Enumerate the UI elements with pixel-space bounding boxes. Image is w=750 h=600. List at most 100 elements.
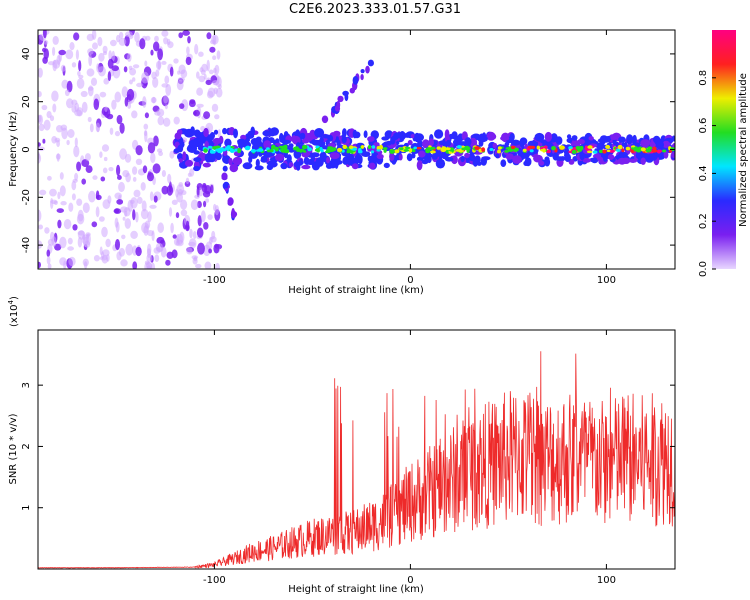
- noise-blob: [101, 144, 110, 152]
- band-blob: [398, 153, 403, 161]
- noise-blob: [38, 209, 42, 222]
- noise-blob: [52, 46, 56, 57]
- band-blob: [188, 139, 199, 148]
- snr-frame: [37, 329, 676, 570]
- band-core-blob: [302, 150, 307, 153]
- noise-blob: [82, 202, 90, 214]
- band-core-blob: [425, 148, 431, 152]
- noise-blob: [140, 182, 146, 191]
- noise-blob: [63, 219, 72, 230]
- band-blob: [228, 157, 233, 166]
- band-blob: [182, 151, 187, 161]
- band-blob: [588, 136, 594, 141]
- noise-blob: [49, 115, 55, 122]
- band-blob: [368, 156, 376, 162]
- band-blob: [534, 132, 545, 142]
- band-core-blob: [370, 150, 375, 154]
- band-core-blob: [403, 149, 410, 152]
- noise-blob: [93, 255, 100, 262]
- band-core-blob: [342, 144, 348, 149]
- band-blob: [176, 129, 183, 136]
- band-core-blob: [656, 149, 663, 153]
- colorbar-tick-label: 0.6: [698, 118, 709, 134]
- noise-blob: [44, 227, 50, 234]
- noise-blob: [215, 262, 220, 269]
- band-blob: [229, 164, 239, 173]
- noise-blob: [87, 48, 94, 55]
- noise-blob: [76, 78, 85, 89]
- band-blob: [544, 131, 553, 142]
- band-core-blob: [545, 149, 551, 154]
- band-core-blob: [404, 146, 411, 150]
- streak-blob: [231, 211, 237, 218]
- noise-blob: [153, 41, 160, 52]
- noise-blob: [152, 76, 159, 88]
- band-blob: [302, 138, 310, 144]
- band-blob: [469, 137, 478, 148]
- band-blob: [209, 132, 215, 140]
- noise-blob: [108, 50, 112, 61]
- noise-blob: [59, 236, 67, 249]
- noise-blob: [125, 243, 134, 256]
- noise-blob: [81, 159, 90, 168]
- band-core-blob: [347, 148, 351, 153]
- noise-blob: [110, 39, 117, 47]
- noise-blob: [156, 60, 162, 70]
- noise-blob: [142, 96, 147, 108]
- noise-blob: [38, 146, 45, 152]
- noise-blob: [68, 256, 76, 267]
- noise-blob: [108, 167, 114, 172]
- band-blob: [178, 158, 183, 163]
- noise-blob: [122, 216, 126, 221]
- streak-blob: [227, 200, 233, 206]
- noise-blob: [161, 83, 169, 88]
- noise-blob: [192, 231, 197, 239]
- band-core-blob: [436, 146, 441, 150]
- band-core-blob: [630, 149, 635, 153]
- noise-blob: [59, 257, 67, 266]
- noise-blob: [66, 98, 74, 109]
- noise-blob: [149, 191, 154, 201]
- band-blob: [248, 156, 253, 163]
- band-core-blob: [429, 146, 436, 150]
- noise-blob: [74, 172, 79, 181]
- noise-blob: [150, 152, 156, 164]
- band-blob: [523, 160, 529, 166]
- noise-blob: [47, 175, 52, 181]
- snr-multiplier-exp: 4: [7, 299, 15, 304]
- band-blob: [222, 127, 228, 135]
- band-core-blob: [481, 147, 486, 153]
- noise-blob: [216, 50, 221, 60]
- band-blob: [358, 154, 363, 165]
- noise-blob: [60, 201, 67, 206]
- band-core-blob: [445, 147, 451, 150]
- band-core-blob: [319, 147, 323, 152]
- streak-blob: [367, 59, 374, 67]
- noise-blob: [68, 202, 74, 212]
- noise-blob: [87, 116, 92, 123]
- band-core-blob: [394, 149, 400, 154]
- band-blob: [314, 128, 325, 138]
- noise-blob: [193, 256, 198, 262]
- noise-blob: [173, 116, 180, 125]
- band-blob: [426, 154, 432, 164]
- noise-blob: [150, 262, 156, 269]
- noise-blob: [132, 77, 136, 82]
- noise-blob: [209, 236, 213, 245]
- streak-blob: [360, 74, 364, 81]
- band-blob: [438, 140, 446, 146]
- noise-blob: [114, 91, 122, 103]
- snr-xtick-label: 0: [407, 575, 413, 586]
- noise-blob: [86, 68, 95, 77]
- band-blob: [591, 157, 599, 164]
- snr-xtick-label: -100: [203, 575, 226, 586]
- noise-blob: [73, 145, 80, 158]
- noise-blob: [164, 104, 168, 110]
- noise-blob: [206, 59, 210, 72]
- band-blob: [284, 131, 289, 137]
- noise-blob: [52, 59, 61, 69]
- noise-blob: [91, 221, 98, 228]
- noise-blob: [211, 230, 216, 240]
- noise-blob: [150, 97, 157, 104]
- noise-blob: [107, 58, 114, 69]
